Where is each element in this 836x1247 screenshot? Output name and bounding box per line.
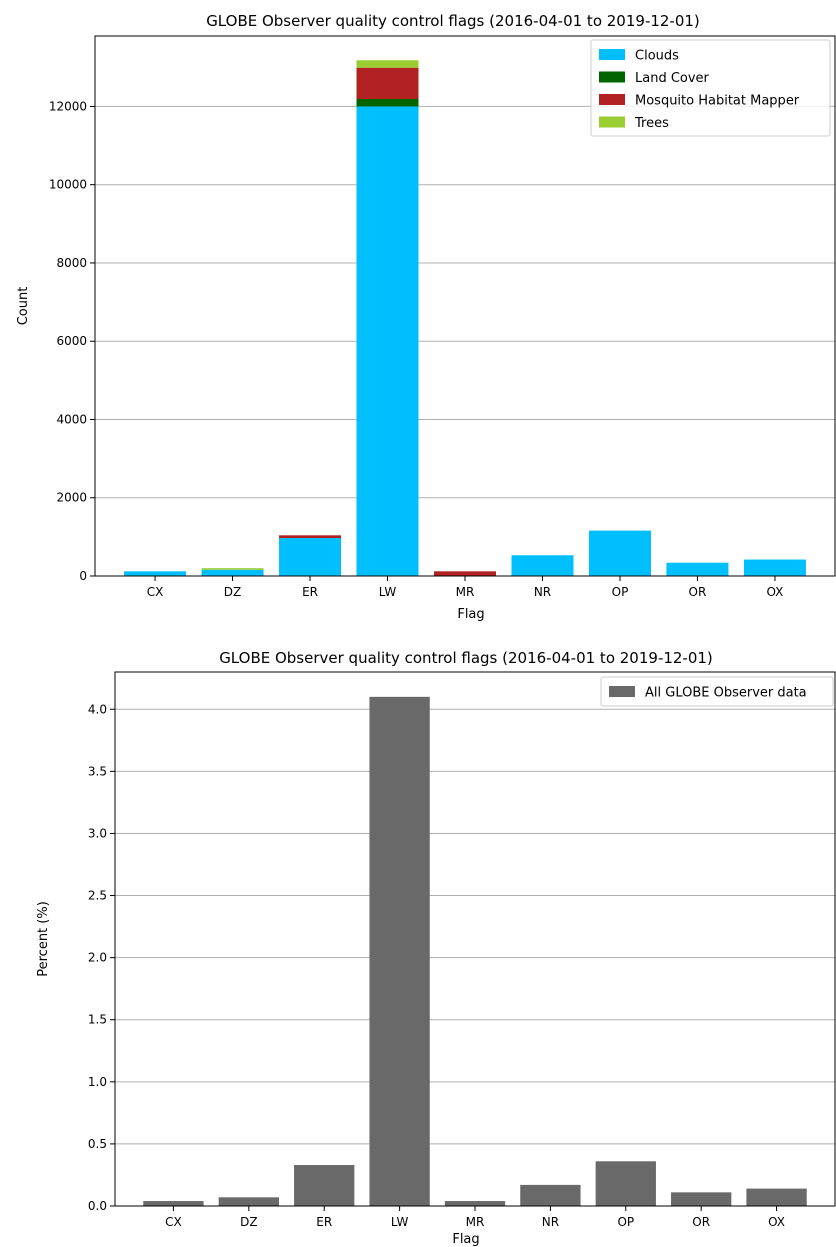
- bar: [444, 1201, 506, 1206]
- x-tick-label: OP: [612, 585, 629, 599]
- bar: [356, 67, 419, 99]
- x-tick-label: LW: [379, 585, 397, 599]
- count-chart: GLOBE Observer quality control flags (20…: [16, 12, 836, 622]
- bar: [201, 569, 264, 576]
- legend-label: Land Cover: [635, 71, 710, 86]
- bar: [143, 1201, 204, 1206]
- y-tick-label: 2.5: [88, 889, 107, 903]
- x-tick-label: ER: [316, 1215, 332, 1229]
- y-tick-label: 3.5: [88, 764, 107, 778]
- bar: [511, 555, 574, 576]
- y-tick-label: 0.5: [88, 1137, 107, 1151]
- bar: [201, 568, 264, 570]
- bar: [124, 571, 187, 576]
- x-axis-label: Flag: [457, 607, 484, 622]
- bar: [356, 60, 419, 68]
- legend: Clouds Land Cover Mosquito Habitat Mapper T…: [590, 39, 831, 137]
- x-tick-label: OX: [766, 585, 783, 599]
- x-tick-label: ER: [302, 585, 318, 599]
- legend-swatch: [599, 94, 625, 105]
- y-tick-label: 2.0: [88, 951, 107, 965]
- bar: [666, 562, 729, 576]
- y-tick-label: 1.5: [88, 1013, 107, 1027]
- legend-label: All GLOBE Observer data: [645, 686, 807, 701]
- legend: All GLOBE Observer data: [600, 676, 834, 707]
- y-tick-label: 12000: [49, 99, 87, 113]
- legend-box: [590, 39, 831, 137]
- bar: [294, 1165, 355, 1206]
- x-tick-label: MR: [456, 585, 475, 599]
- x-tick-label: DZ: [240, 1215, 257, 1229]
- legend-swatch: [599, 71, 625, 83]
- legend-label: Trees: [634, 116, 669, 131]
- percent-chart: GLOBE Observer quality control flags (20…: [36, 649, 836, 1247]
- x-tick-label: OX: [768, 1215, 785, 1229]
- y-tick-label: 3.0: [88, 826, 107, 840]
- x-tick-label: NR: [542, 1215, 559, 1229]
- bar: [743, 559, 806, 576]
- x-tick-label: NR: [534, 585, 551, 599]
- x-tick-label: CX: [147, 585, 164, 599]
- y-tick-label: 0: [79, 569, 87, 583]
- legend-swatch: [609, 686, 635, 697]
- y-tick-label: 4.0: [88, 702, 107, 716]
- plot-frame: [114, 671, 836, 1207]
- bar: [588, 530, 651, 576]
- legend-swatch: [599, 116, 625, 128]
- x-tick-label: OP: [617, 1215, 634, 1229]
- chart-title: GLOBE Observer quality control flags (20…: [219, 649, 713, 667]
- x-tick-label: DZ: [224, 585, 241, 599]
- legend-label: Mosquito Habitat Mapper: [635, 94, 800, 109]
- y-axis-label: Count: [16, 287, 31, 326]
- y-tick-label: 0.0: [88, 1199, 107, 1213]
- bar: [520, 1184, 581, 1206]
- bar: [595, 1161, 656, 1206]
- bar: [671, 1192, 732, 1206]
- bar: [218, 1197, 279, 1206]
- y-axis-label: Percent (%): [36, 901, 51, 977]
- y-tick-label: 10000: [49, 178, 87, 192]
- legend-swatch: [599, 49, 625, 60]
- legend-label: Clouds: [635, 49, 679, 64]
- bar: [279, 535, 342, 539]
- y-tick-label: 8000: [56, 256, 87, 270]
- y-tick-label: 6000: [56, 334, 87, 348]
- x-tick-label: OR: [689, 585, 707, 599]
- bar: [369, 696, 430, 1206]
- y-tick-label: 4000: [56, 412, 87, 426]
- y-tick-label: 1.0: [88, 1075, 107, 1089]
- x-tick-label: LW: [391, 1215, 409, 1229]
- x-tick-label: OR: [692, 1215, 710, 1229]
- legend-box: [600, 676, 834, 707]
- bar: [746, 1188, 807, 1206]
- bar: [356, 106, 419, 576]
- bar: [279, 538, 342, 576]
- x-axis-label: Flag: [452, 1232, 479, 1247]
- y-tick-label: 2000: [56, 491, 87, 505]
- x-tick-label: MR: [466, 1215, 485, 1229]
- chart-title: GLOBE Observer quality control flags (20…: [206, 12, 700, 30]
- x-tick-label: CX: [165, 1215, 182, 1229]
- bar: [434, 571, 496, 576]
- bar: [356, 99, 419, 107]
